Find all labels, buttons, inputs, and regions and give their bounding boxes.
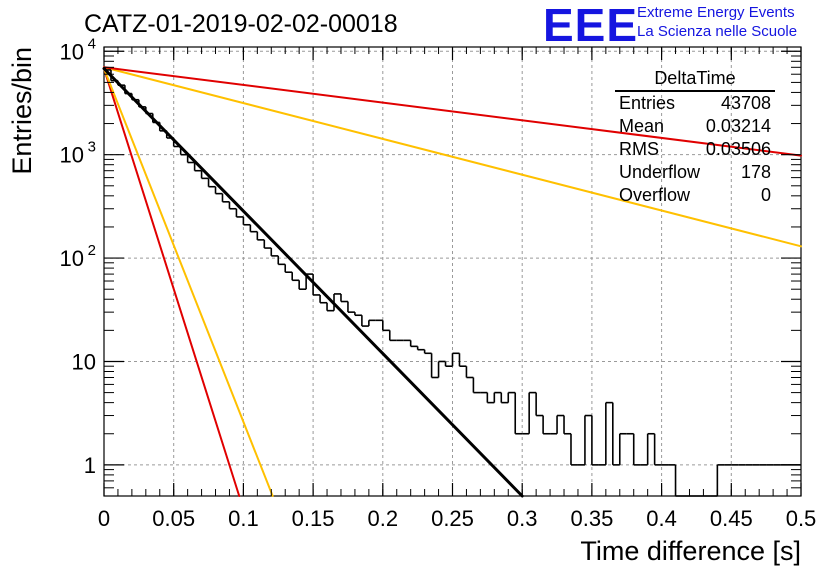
y-tick-exponent: 2 — [88, 242, 96, 259]
y-tick-label: 10 — [60, 246, 84, 271]
x-tick-label: 0.35 — [570, 506, 613, 531]
x-tick-label: 0.4 — [646, 506, 677, 531]
x-tick-label: 0.15 — [292, 506, 335, 531]
x-tick-label: 0.05 — [152, 506, 195, 531]
stats-row-overflow: Overflow 0 — [609, 184, 779, 207]
stats-value: 0.03214 — [705, 116, 771, 136]
stats-label: Entries — [619, 93, 676, 113]
stats-row-rms: RMS 0.03506 — [609, 138, 779, 161]
eee-logo: EEE — [543, 0, 639, 51]
curves-layer — [103, 66, 802, 497]
eee-org-text: Extreme Energy Events La Scienza nelle S… — [637, 3, 797, 41]
axes-layer: 0 0.05 0.1 0.15 0.2 0.25 0.3 0.35 0.4 0.45 0.5 1 10 1… — [60, 35, 817, 531]
y-tick-exponent: 3 — [88, 139, 96, 156]
x-tick-label: 0.25 — [431, 506, 474, 531]
x-tick-label: 0.5 — [786, 506, 817, 531]
stats-value: 0.03506 — [705, 139, 771, 159]
stats-value: 0 — [760, 185, 771, 205]
stats-title: DeltaTime — [615, 66, 775, 92]
y-tick-label: 10 — [60, 39, 84, 64]
stats-row-mean: Mean 0.03214 — [609, 115, 779, 138]
x-tick-label: 0.2 — [368, 506, 399, 531]
org-line-1: Extreme Energy Events — [637, 4, 795, 21]
stats-row-entries: Entries 43708 — [609, 92, 779, 115]
x-axis-label: Time difference [s] — [580, 536, 801, 566]
x-tick-label: 0.45 — [710, 506, 753, 531]
fast_exp_orange-curve — [103, 67, 274, 497]
fit-curve — [102, 67, 524, 498]
slow_exp_orange-curve — [103, 66, 802, 248]
histogram-layer — [104, 69, 801, 497]
stats-label: Mean — [619, 116, 665, 136]
run-title: CATZ-01-2019-02-02-00018 — [84, 10, 398, 38]
y-tick-label: 1 — [84, 453, 96, 478]
stats-value: 178 — [740, 162, 771, 182]
y-axis-label: Entries/bin — [7, 47, 37, 175]
y-tick-label: 10 — [60, 143, 84, 168]
fast_exp_red-curve — [103, 67, 241, 497]
x-tick-label: 0.1 — [228, 506, 259, 531]
y-tick-label: 10 — [72, 349, 96, 374]
org-line-2: La Scienza nelle Scuole — [637, 23, 798, 40]
x-tick-label: 0.3 — [507, 506, 538, 531]
slow_exp_red-curve — [103, 66, 802, 157]
y-tick-exponent: 4 — [88, 35, 96, 52]
stats-value: 43708 — [720, 93, 771, 113]
x-tick-label: 0 — [98, 506, 110, 531]
stats-box: DeltaTime Entries 43708 Mean 0.03214 RMS 0.… — [609, 66, 779, 207]
stats-label: Overflow — [619, 185, 691, 205]
stats-label: Underflow — [619, 162, 701, 182]
stats-row-underflow: Underflow 178 — [609, 161, 779, 184]
stats-label: RMS — [619, 139, 659, 159]
